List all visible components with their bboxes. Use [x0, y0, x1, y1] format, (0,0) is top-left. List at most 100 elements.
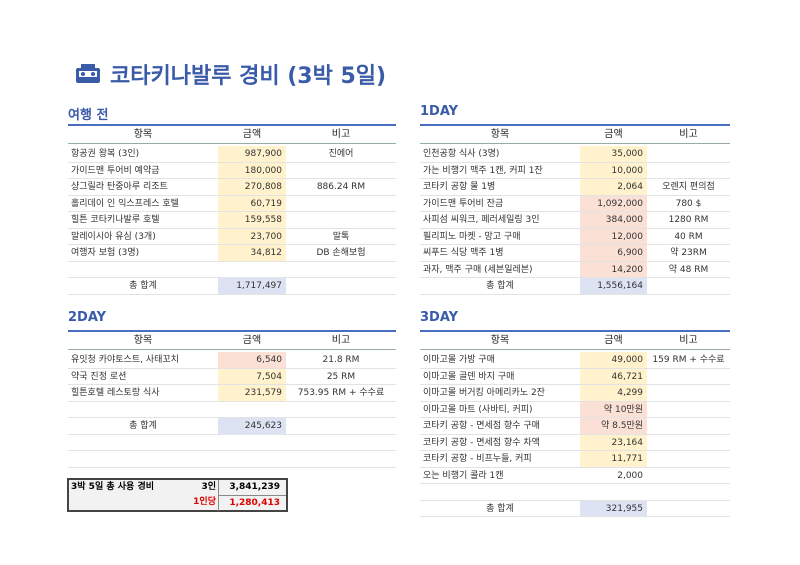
amount-cell: 60,719 — [218, 195, 286, 212]
amount-cell: 49,000 — [580, 352, 647, 369]
amount-cell: 384,000 — [580, 212, 647, 229]
item-cell: 코타키 공항 - 면세점 향수 구매 — [420, 418, 580, 435]
column-header: 항목 — [68, 124, 218, 144]
item-cell: 샹그릴라 탄중아루 리조트 — [68, 179, 218, 196]
note-cell: 1280 RM — [647, 212, 730, 229]
column-header: 비고 — [286, 330, 396, 350]
note-cell: 780 $ — [647, 196, 730, 212]
amount-cell: 6,540 — [218, 352, 286, 369]
item-cell: 가이드맨 투어비 예약금 — [68, 163, 218, 179]
icon — [76, 64, 100, 83]
blank-cell — [218, 435, 286, 451]
note-cell: 진에어 — [286, 146, 396, 163]
amount-cell: 11,771 — [580, 451, 647, 468]
item-cell: 힐튼 코타키나발루 호텔 — [68, 212, 218, 229]
column-header: 항목 — [420, 124, 580, 144]
note-cell — [647, 146, 730, 163]
note-cell — [647, 451, 730, 468]
blank-cell — [580, 484, 647, 501]
note-cell: 159 RM + 수수료 — [647, 352, 730, 369]
summary-total: 3,841,239 — [218, 480, 286, 496]
column-header: 금액 — [218, 330, 286, 350]
total-label: 총 합계 — [68, 418, 218, 435]
amount-cell: 180,000 — [218, 162, 286, 179]
amount-cell: 12,000 — [580, 228, 647, 245]
amount-cell: 987,900 — [218, 146, 286, 163]
blank-cell — [218, 451, 286, 468]
item-cell: 약국 진정 로션 — [68, 369, 218, 385]
amount-cell: 231,579 — [218, 385, 286, 402]
item-cell: 씨푸드 식당 맥주 1병 — [420, 245, 580, 262]
note-cell: DB 손해보험 — [286, 245, 396, 262]
item-cell: 홀리데이 인 익스프레스 호텔 — [68, 196, 218, 212]
item-cell: 유잇청 카야토스트, 사태꼬치 — [68, 352, 218, 369]
column-header: 항목 — [420, 330, 580, 350]
blank-cell — [68, 451, 218, 468]
note-cell — [647, 385, 730, 402]
note-cell: 886.24 RM — [286, 179, 396, 196]
blank-cell — [218, 262, 286, 278]
total-amount: 1,717,497 — [218, 278, 286, 295]
amount-cell: 2,064 — [580, 179, 647, 196]
item-cell: 코타키 공항 물 1병 — [420, 179, 580, 196]
item-cell: 과자, 맥주 구매 (세븐일레븐) — [420, 262, 580, 278]
item-cell: 코타키 공항 - 면세점 향수 차액 — [420, 435, 580, 451]
blank-cell — [420, 484, 580, 501]
blank-cell — [68, 262, 218, 278]
section-title: 여행 전 — [68, 108, 109, 123]
section-title: 2DAY — [68, 310, 107, 325]
item-cell: 필리피노 마켓 - 망고 구매 — [420, 229, 580, 245]
section-title: 1DAY — [420, 104, 459, 119]
blank-cell — [218, 402, 286, 418]
column-header: 비고 — [286, 124, 396, 144]
note-cell — [647, 468, 730, 484]
note-cell — [647, 163, 730, 179]
amount-cell: 7,504 — [218, 368, 286, 385]
summary-label: 3박 5일 총 사용 경비 — [71, 482, 155, 492]
column-header: 비고 — [647, 124, 730, 144]
note-cell — [647, 418, 730, 435]
blank-cell — [647, 484, 730, 501]
blank-cell — [286, 435, 396, 451]
page-title: 코타키나발루 경비 (3박 5일) — [110, 64, 387, 89]
item-cell: 항공권 왕복 (3인) — [68, 146, 218, 163]
item-cell: 인천공항 식사 (3명) — [420, 146, 580, 163]
amount-cell: 14,200 — [580, 261, 647, 278]
note-cell: 25 RM — [286, 369, 396, 385]
blank-cell — [68, 435, 218, 451]
note-cell — [286, 212, 396, 229]
note-cell — [647, 435, 730, 451]
note-cell — [647, 402, 730, 418]
amount-cell: 4,299 — [580, 385, 647, 402]
amount-cell: 159,558 — [218, 212, 286, 229]
blank-cell — [647, 501, 730, 517]
item-cell: 이마고몰 마트 (사바티, 커피) — [420, 402, 580, 418]
item-cell: 이마고몰 가방 구매 — [420, 352, 580, 369]
item-cell: 여행자 보험 (3명) — [68, 245, 218, 262]
blank-cell — [68, 402, 218, 418]
item-cell: 가이드맨 투어비 잔금 — [420, 196, 580, 212]
blank-cell — [286, 418, 396, 435]
total-amount: 1,556,164 — [580, 278, 647, 295]
per-label: 1인당 — [193, 497, 216, 507]
total-label: 총 합계 — [420, 278, 580, 295]
note-cell — [286, 163, 396, 179]
total-label: 총 합계 — [68, 278, 218, 295]
item-cell: 사피섬 씨워크, 페러세일링 3인 — [420, 212, 580, 229]
total-label: 총 합계 — [420, 501, 580, 517]
note-cell: 약 48 RM — [647, 262, 730, 278]
column-header: 금액 — [580, 330, 647, 350]
blank-cell — [286, 278, 396, 295]
total-amount: 245,623 — [218, 418, 286, 435]
amount-cell: 2,000 — [580, 468, 647, 484]
item-cell: 오는 비행기 콜라 1캔 — [420, 468, 580, 484]
section-title: 3DAY — [420, 310, 459, 325]
note-cell — [647, 369, 730, 385]
blank-cell — [286, 402, 396, 418]
amount-cell: 약 8.5만원 — [580, 418, 647, 435]
note-cell: 753.95 RM + 수수료 — [286, 385, 396, 402]
amount-cell: 23,164 — [580, 434, 647, 451]
item-cell: 이마고몰 골덴 바지 구매 — [420, 369, 580, 385]
total-amount: 321,955 — [580, 500, 647, 517]
